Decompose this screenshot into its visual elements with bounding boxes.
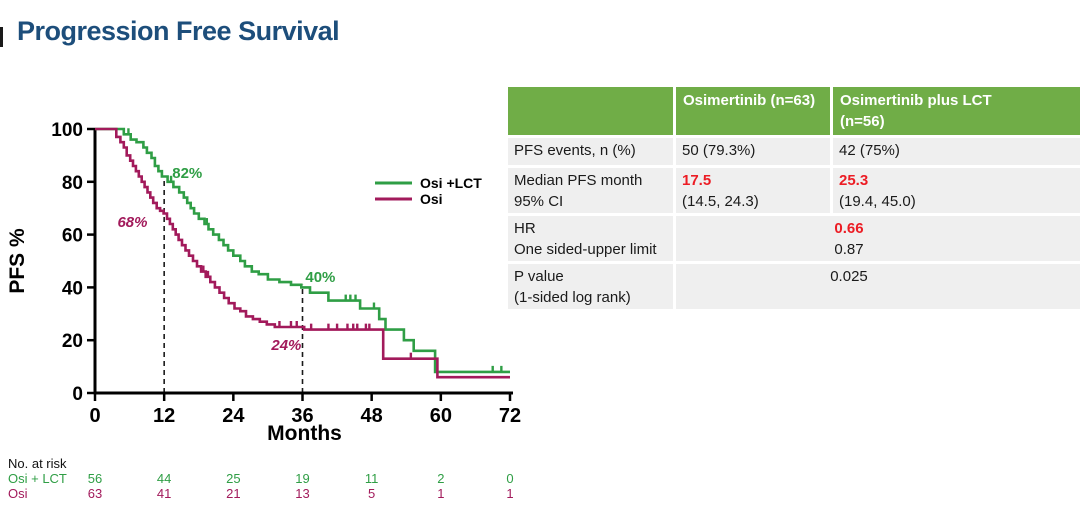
x-tick-label: 36 [291, 405, 313, 427]
stats-value-median-pfs-osi-lct: 25.3 (19.4, 45.0) [833, 168, 1080, 213]
risk-count: 63 [87, 486, 103, 501]
km-survival-chart: 0 20 40 60 80 100 0 12 24 36 48 60 72 Months PFS % Osi … [6, 120, 521, 445]
y-tick-label: 60 [62, 226, 83, 247]
risk-row-osi: Osi 63 41 21 13 5 1 1 [0, 486, 540, 501]
stats-header-osimertinib-plus-lct: Osimertinib plus LCT (n=56) [833, 87, 1080, 135]
x-axis-title: Months [267, 422, 342, 445]
x-tick-label: 24 [222, 405, 245, 427]
x-tick-label: 60 [430, 405, 452, 427]
risk-row-label: Osi + LCT [8, 471, 67, 486]
km-curve-osi-lct [95, 127, 510, 374]
number-at-risk-table: No. at risk Osi + LCT 56 44 25 19 11 2 0 Osi 6… [0, 456, 540, 522]
risk-count: 5 [368, 486, 376, 501]
edge-artifact [0, 27, 3, 47]
risk-count: 0 [506, 471, 514, 486]
risk-count: 11 [364, 471, 379, 486]
risk-count: 25 [226, 471, 241, 486]
x-tick-label: 12 [153, 405, 175, 427]
stats-header-text: (n=56) [840, 113, 885, 130]
risk-row-osi-lct: Osi + LCT 56 44 25 19 11 2 0 [0, 471, 540, 486]
risk-count: 1 [437, 486, 445, 501]
risk-count: 21 [226, 486, 241, 501]
stats-header-text: Osimertinib plus LCT [840, 92, 992, 109]
risk-table-title: No. at risk [8, 456, 67, 471]
stats-row-label-median-pfs: Median PFS month 95% CI [508, 168, 673, 213]
annotation-40: 40% [305, 269, 335, 286]
risk-count: 13 [295, 486, 310, 501]
annotation-68: 68% [117, 214, 147, 231]
y-tick-label: 40 [62, 278, 83, 299]
stats-table: Osimertinib (n=63) Osimertinib plus LCT … [508, 87, 1080, 309]
y-tick-label: 0 [72, 384, 83, 405]
annotation-82: 82% [172, 165, 202, 182]
risk-row-label: Osi [8, 486, 28, 501]
km-curve-osi [95, 127, 510, 379]
risk-count: 2 [437, 471, 445, 486]
stats-header-empty [508, 87, 673, 135]
stats-value-median-pfs-osi: 17.5 (14.5, 24.3) [676, 168, 830, 213]
stats-row-label-pfs-events: PFS events, n (%) [508, 138, 673, 165]
stats-row-label-p-value: P value (1-sided log rank) [508, 264, 673, 309]
x-tick-label: 72 [499, 405, 521, 427]
stats-value-pfs-events-osi: 50 (79.3%) [676, 138, 830, 165]
y-axis-title: PFS % [6, 228, 29, 294]
y-tick-label: 80 [62, 173, 83, 194]
legend-label-osi: Osi [420, 191, 443, 207]
risk-count: 1 [506, 486, 514, 501]
stats-row-label-hr: HR One sided-upper limit [508, 216, 673, 261]
stats-header-osimertinib: Osimertinib (n=63) [676, 87, 830, 135]
y-tick-label: 20 [62, 331, 83, 352]
legend-label-osi-lct: Osi +LCT [420, 175, 482, 191]
risk-count: 19 [295, 471, 310, 486]
stats-value-hr: 0.66 0.87 [676, 216, 1080, 261]
stats-header-text: Osimertinib (n=63) [683, 92, 816, 109]
page-title: Progression Free Survival [17, 16, 340, 46]
risk-count: 41 [156, 486, 172, 501]
annotation-24: 24% [270, 337, 301, 354]
y-tick-label: 100 [51, 120, 83, 141]
risk-count: 44 [156, 471, 172, 486]
x-tick-label: 48 [361, 405, 383, 427]
x-tick-label: 0 [89, 405, 100, 427]
risk-count: 56 [87, 471, 103, 486]
stats-value-p-value: 0.025 [676, 264, 1080, 309]
stats-value-pfs-events-osi-lct: 42 (75%) [833, 138, 1080, 165]
